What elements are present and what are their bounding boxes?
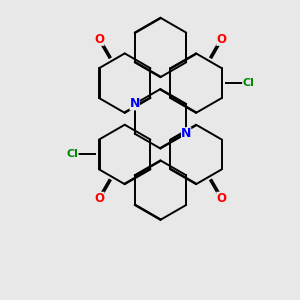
Text: O: O <box>216 33 226 46</box>
Text: Cl: Cl <box>67 149 79 160</box>
Text: N: N <box>130 98 140 110</box>
Text: O: O <box>94 33 104 46</box>
Text: O: O <box>94 192 104 205</box>
Text: N: N <box>181 127 191 140</box>
Text: O: O <box>216 192 226 205</box>
Text: Cl: Cl <box>242 78 254 88</box>
